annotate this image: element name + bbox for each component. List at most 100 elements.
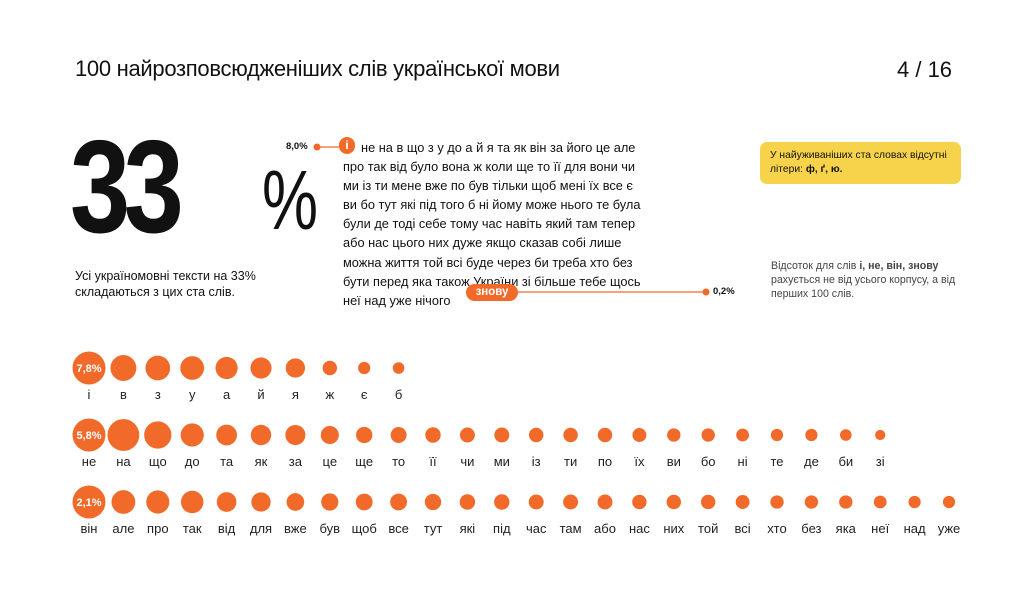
- bubble-label: ще: [355, 454, 373, 469]
- bubble-label: я: [292, 387, 299, 402]
- bubble-label: для: [250, 521, 272, 536]
- bubble-там: [563, 494, 579, 510]
- bubble-але: [111, 490, 136, 514]
- bubble-label: так: [183, 521, 202, 536]
- bubble-ж: [322, 360, 338, 376]
- bubble-для: [251, 492, 271, 512]
- bubble-а: [215, 356, 238, 380]
- bubble-ні: [736, 428, 749, 442]
- bubble-ви: [667, 428, 681, 442]
- bubble-label: про: [147, 521, 169, 536]
- bubble-них: [666, 494, 682, 510]
- bubble-зі: [875, 429, 886, 441]
- bubble-та: [216, 424, 237, 446]
- bubble-не: [72, 418, 106, 452]
- note-letters: ф, ґ, ю.: [805, 164, 843, 175]
- row-percentage-label: 7,8%: [76, 363, 101, 375]
- bubble-label: а: [223, 387, 231, 402]
- bubble-label: яка: [836, 521, 857, 536]
- bubble-вже: [286, 493, 305, 511]
- bubble-з: [145, 355, 171, 381]
- bubble-label: був: [320, 521, 341, 536]
- bubble-до: [180, 423, 204, 447]
- bubble-тут: [424, 493, 442, 511]
- max-pct-label: 8,0%: [286, 141, 308, 152]
- bubble-label: в: [120, 387, 127, 402]
- bubble-label: де: [804, 454, 819, 469]
- bubble-label: за: [289, 454, 303, 469]
- bubble-label: над: [904, 521, 926, 536]
- footnote-words: і, не, він, знову: [859, 260, 939, 272]
- bubble-label: з: [155, 387, 161, 402]
- bubble-без: [804, 495, 819, 509]
- bubble-її: [425, 427, 441, 443]
- bubble-label: всі: [735, 521, 751, 536]
- bubble-від: [216, 492, 237, 512]
- bubble-label: хто: [767, 521, 786, 536]
- footnote-suffix: рахується не від усього корпусу, а від п…: [771, 274, 956, 300]
- bubble-label: вже: [284, 521, 307, 536]
- bubble-label: по: [598, 454, 612, 469]
- bubble-або: [597, 494, 613, 510]
- bubble-label: ж: [325, 387, 334, 402]
- row-percentage-label: 5,8%: [76, 430, 101, 442]
- bubble-ми: [494, 427, 510, 443]
- bubble-label: або: [594, 521, 616, 536]
- headline-symbol: %: [262, 153, 319, 247]
- bubble-label: під: [493, 521, 511, 536]
- bubble-label: те: [770, 454, 783, 469]
- word-cloud-text: не на в що з у до а й я та як він за йог…: [343, 138, 693, 310]
- bubble-label: але: [112, 521, 134, 536]
- bubble-label: це: [323, 454, 338, 469]
- bubble-чи: [459, 427, 475, 443]
- bubble-label: той: [698, 521, 718, 536]
- bubble-label: її: [428, 454, 437, 469]
- bubble-всі: [735, 495, 750, 509]
- bubble-він: [72, 485, 106, 519]
- bubble-неї: [873, 495, 887, 509]
- bubble-label: неї: [871, 521, 889, 536]
- bubble-label: й: [257, 387, 264, 402]
- bubble-яка: [839, 495, 853, 509]
- bubble-label: ви: [667, 454, 681, 469]
- bubble-й: [250, 357, 272, 379]
- bubble-хто: [770, 495, 784, 509]
- bubble-уже: [942, 495, 956, 509]
- bubble-про: [146, 490, 170, 514]
- bubble-label: ми: [494, 454, 510, 469]
- bubble-час: [528, 494, 544, 510]
- bubble-у: [180, 356, 205, 380]
- missing-letters-note: У найуживаніших ста словах відсутні літе…: [760, 142, 961, 184]
- bubble-під: [494, 494, 510, 510]
- bubble-label: них: [663, 521, 684, 536]
- bubble-label: щоб: [352, 521, 377, 536]
- bubble-і: [72, 351, 106, 385]
- headline-value: 33: [70, 113, 184, 260]
- note-text: У найуживаніших ста словах відсутні літе…: [770, 150, 947, 175]
- bubble-label: би: [838, 454, 853, 469]
- bubble-label: зі: [876, 454, 885, 469]
- bubble-це: [320, 425, 339, 445]
- bubble-ще: [356, 426, 373, 444]
- bubble-я: [285, 358, 306, 378]
- bubble-label: тут: [424, 521, 443, 536]
- page-indicator: 4 / 16: [897, 57, 953, 82]
- bubble-label: він: [81, 521, 98, 536]
- bubble-що: [144, 421, 172, 449]
- headline-percentage: 33 %: [70, 112, 318, 262]
- bubble-над: [908, 495, 921, 509]
- bubble-label: без: [801, 521, 821, 536]
- bubble-label: що: [149, 454, 167, 469]
- bubble-label: ні: [738, 454, 748, 469]
- bubble-label: б: [395, 387, 402, 402]
- bubble-label: як: [255, 454, 268, 469]
- bubble-label: їх: [633, 454, 645, 469]
- bubble-label: ти: [564, 454, 577, 469]
- bubble-label: на: [116, 454, 131, 469]
- bubble-щоб: [355, 493, 373, 511]
- bubble-де: [805, 428, 818, 442]
- bubble-label: час: [526, 521, 547, 536]
- bubble-бо: [701, 428, 715, 442]
- bubble-label: уже: [938, 521, 961, 536]
- bubble-label: до: [185, 454, 200, 469]
